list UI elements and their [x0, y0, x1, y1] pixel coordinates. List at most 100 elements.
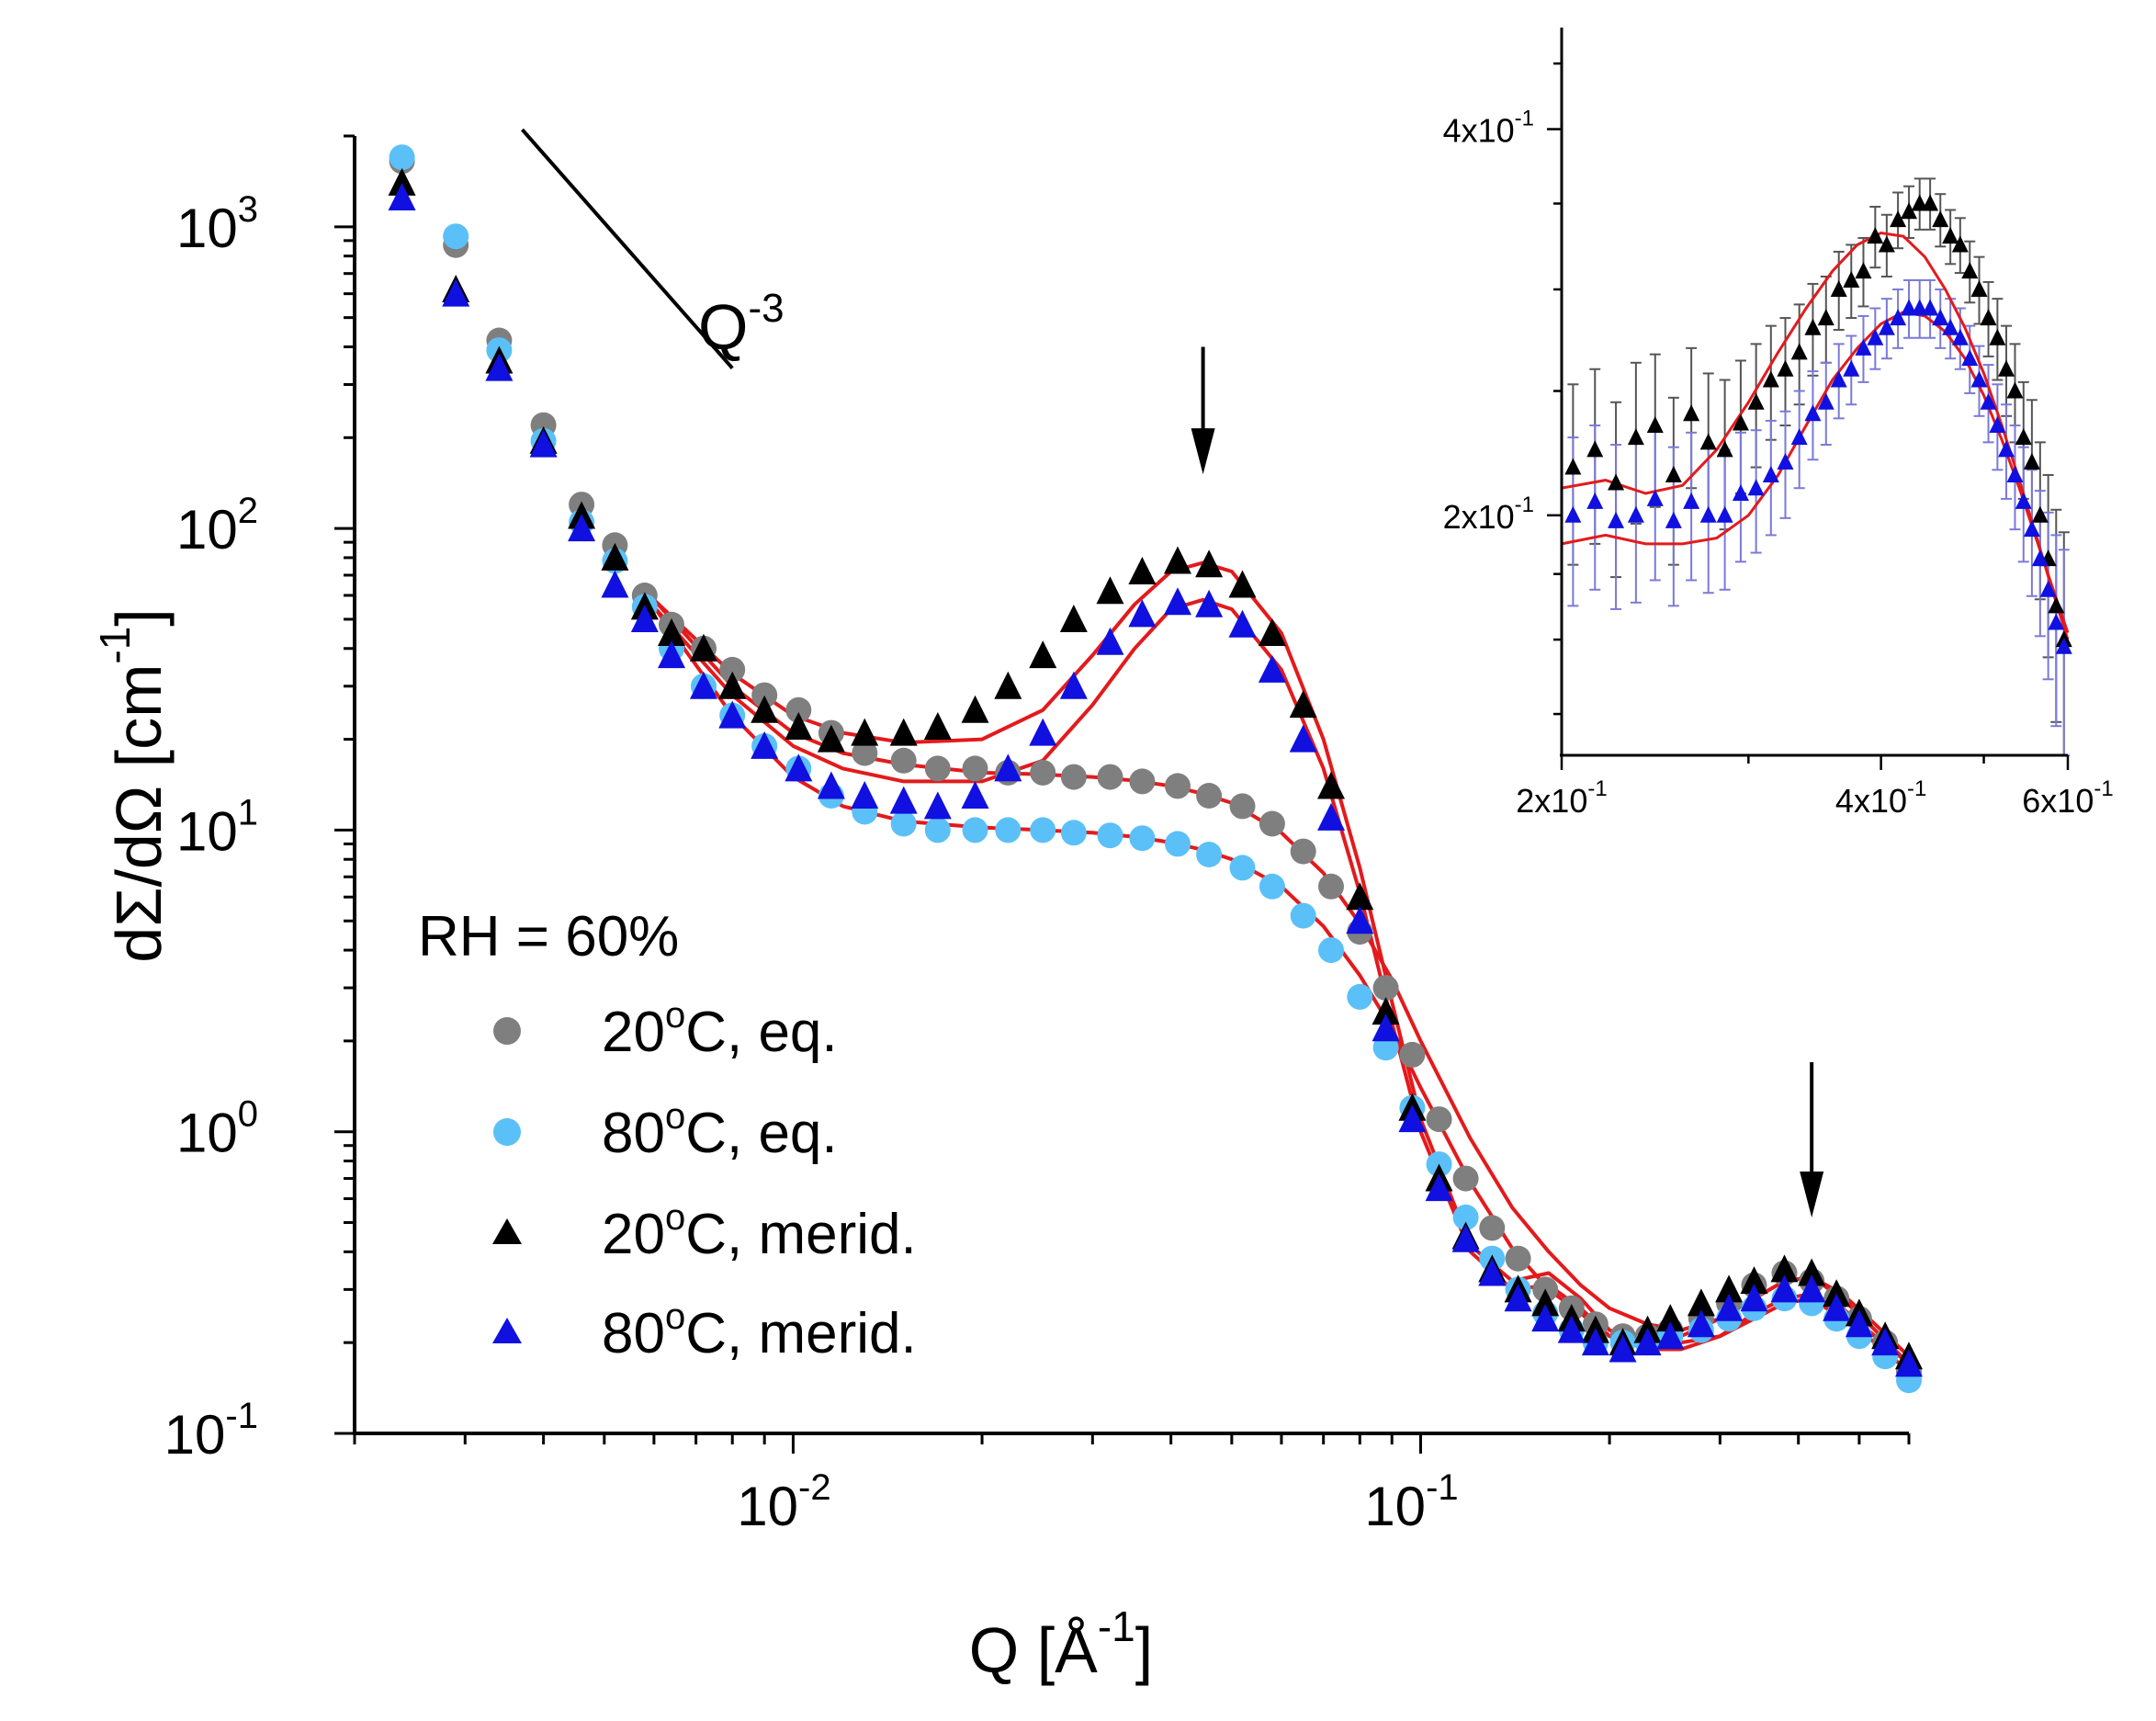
point-80eq — [1165, 831, 1191, 857]
legend-label-80mer: 80oC, merid. — [602, 1296, 917, 1365]
inset-point-inset-20mer — [1843, 270, 1860, 288]
inset-point-inset-80mer — [1683, 492, 1700, 509]
point-20eq — [751, 682, 778, 708]
inset-point-inset-80mer — [1564, 505, 1582, 523]
inset-y-tick-label: 2x10-1 — [1443, 493, 1534, 536]
point-80eq — [1229, 855, 1256, 881]
inset-point-inset-80mer — [1867, 328, 1884, 345]
point-20eq — [1318, 873, 1344, 900]
point-80mer — [1798, 1274, 1826, 1303]
y-tick-label: 101 — [176, 792, 258, 862]
point-80mer — [1346, 906, 1374, 934]
point-80mer — [1425, 1173, 1453, 1202]
point-80mer — [1609, 1334, 1637, 1363]
inset-point-inset-80mer — [1989, 416, 2006, 434]
point-80mer — [1895, 1349, 1923, 1377]
point-20mer — [817, 724, 845, 753]
point-20eq — [1196, 783, 1223, 809]
point-80mer — [1059, 671, 1088, 699]
point-20mer — [1195, 549, 1224, 578]
inset-point-inset-20mer — [1867, 227, 1884, 244]
point-80mer — [961, 781, 989, 810]
point-20eq — [1259, 810, 1285, 837]
point-80mer — [1656, 1321, 1685, 1350]
point-80mer — [889, 786, 918, 814]
point-20eq — [1229, 793, 1256, 820]
point-80mer — [1451, 1224, 1480, 1252]
point-80mer — [689, 671, 717, 699]
inset-point-inset-20mer — [1830, 279, 1847, 297]
y-tick-label: 102 — [176, 491, 258, 560]
inset-point-inset-20mer — [1901, 202, 1918, 220]
point-20mer — [388, 167, 416, 196]
x-tick-label: 10-2 — [737, 1467, 830, 1537]
inset-point-inset-80mer — [1932, 309, 1949, 326]
inset-point-inset-80mer — [1747, 479, 1765, 496]
inset-point-inset-20mer — [2023, 453, 2040, 470]
y-tick-label: 100 — [176, 1094, 258, 1164]
point-80mer — [851, 781, 879, 810]
point-80mer — [1478, 1258, 1507, 1286]
point-20mer — [994, 671, 1022, 699]
point-80eq — [1129, 825, 1156, 852]
inset-point-inset-20mer — [1911, 194, 1928, 211]
x-axis-label: Q [Å-1] — [969, 1602, 1153, 1686]
inset-point-inset-80mer — [1998, 440, 2015, 458]
main-annotations: Q-3 — [520, 128, 1824, 1217]
point-20mer — [718, 671, 747, 699]
point-80mer — [630, 604, 659, 632]
inset-point-inset-80mer — [1911, 299, 1928, 316]
inset-point-inset-80mer — [1646, 489, 1664, 506]
slope-guide-line — [520, 128, 734, 369]
inset-point-inset-80mer — [1980, 392, 1997, 410]
point-80eq — [1060, 820, 1087, 846]
inset-point-inset-20mer — [1665, 465, 1682, 482]
point-20eq — [1290, 838, 1316, 865]
point-20eq — [1129, 768, 1156, 795]
point-20eq — [719, 656, 746, 683]
inset-point-inset-80mer — [1878, 318, 1895, 335]
inset-point-inset-80mer — [1830, 370, 1847, 388]
point-80eq — [1452, 1204, 1479, 1230]
inset-point-inset-80mer — [1627, 505, 1644, 523]
point-20mer — [1798, 1258, 1826, 1286]
inset-point-inset-20mer — [1716, 440, 1733, 458]
point-20mer — [1346, 882, 1374, 911]
inset-plot: 2x10-1 4x10-1 6x10-1 2x10-1 4x10-1 — [1443, 28, 2114, 820]
inset-point-inset-20mer — [1762, 370, 1779, 388]
point-80mer — [1531, 1304, 1560, 1332]
inset-point-inset-20mer — [1699, 433, 1717, 450]
point-80mer — [1096, 627, 1124, 655]
point-20eq — [1097, 764, 1123, 790]
legend-label-80eq: 80oC, eq. — [602, 1096, 838, 1165]
point-20eq — [1399, 1041, 1426, 1068]
point-80mer — [1128, 599, 1157, 628]
point-80eq — [1318, 937, 1344, 964]
main-axes: 10-2 10-1 10-1 100 101 102 103 — [164, 134, 1911, 1537]
inset-point-inset-20mer — [1998, 359, 2015, 377]
inset-point-inset-20mer — [1790, 343, 1808, 360]
point-80eq — [890, 810, 917, 837]
inset-point-inset-80mer — [1901, 299, 1918, 316]
point-80eq — [924, 817, 951, 844]
point-80mer — [785, 753, 813, 782]
inset-point-inset-80mer — [1665, 511, 1682, 528]
inset-point-inset-80mer — [1855, 338, 1872, 356]
point-20eq — [1372, 975, 1399, 1002]
point-80mer — [1289, 724, 1317, 753]
x-tick-label: 10-1 — [1364, 1467, 1458, 1537]
inset-point-inset-80mer — [1890, 309, 1907, 326]
point-80mer — [923, 791, 952, 820]
inset-point-inset-80mer — [1922, 299, 1939, 316]
point-80mer — [388, 183, 416, 211]
point-20mer — [1740, 1266, 1768, 1295]
point-20mer — [1687, 1288, 1715, 1317]
point-20eq — [1426, 1106, 1452, 1133]
point-80mer — [658, 640, 686, 669]
y-tick-label: 103 — [176, 189, 258, 259]
point-80mer — [751, 730, 779, 759]
point-80eq — [1030, 817, 1056, 844]
point-20mer — [1029, 640, 1057, 669]
inset-x-tick-label: 4x10-1 — [1835, 776, 1926, 820]
